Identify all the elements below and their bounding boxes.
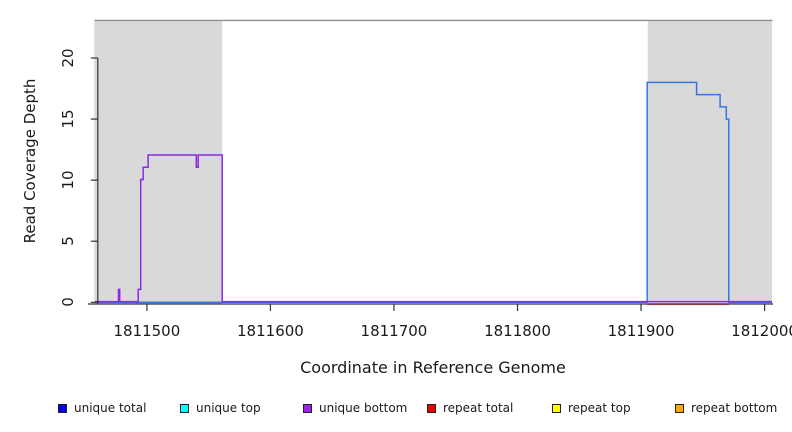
unique-total-line: [95, 81, 772, 304]
x-tick-label: 1812000: [731, 322, 792, 340]
x-tick-label: 1811500: [113, 322, 181, 340]
y-tick-label: 5: [59, 236, 77, 246]
unique-bottom-line: [95, 154, 772, 303]
x-tick-label: 1811600: [237, 322, 304, 340]
x-tick-label: 1811900: [607, 322, 675, 340]
left-shaded-region: [94, 20, 223, 305]
x-tick-label: 1811800: [484, 322, 551, 340]
y-axis-title: Read Coverage Depth: [21, 78, 39, 244]
x-tick-label: 1811700: [360, 322, 428, 340]
y-tick-label: 15: [59, 109, 77, 129]
y-tick-label: 20: [59, 48, 77, 68]
right-shaded-region: [647, 20, 772, 305]
y-tick-label: 0: [59, 297, 77, 308]
y-tick-label: 10: [59, 170, 77, 190]
x-axis-title: Coordinate in Reference Genome: [300, 358, 566, 377]
